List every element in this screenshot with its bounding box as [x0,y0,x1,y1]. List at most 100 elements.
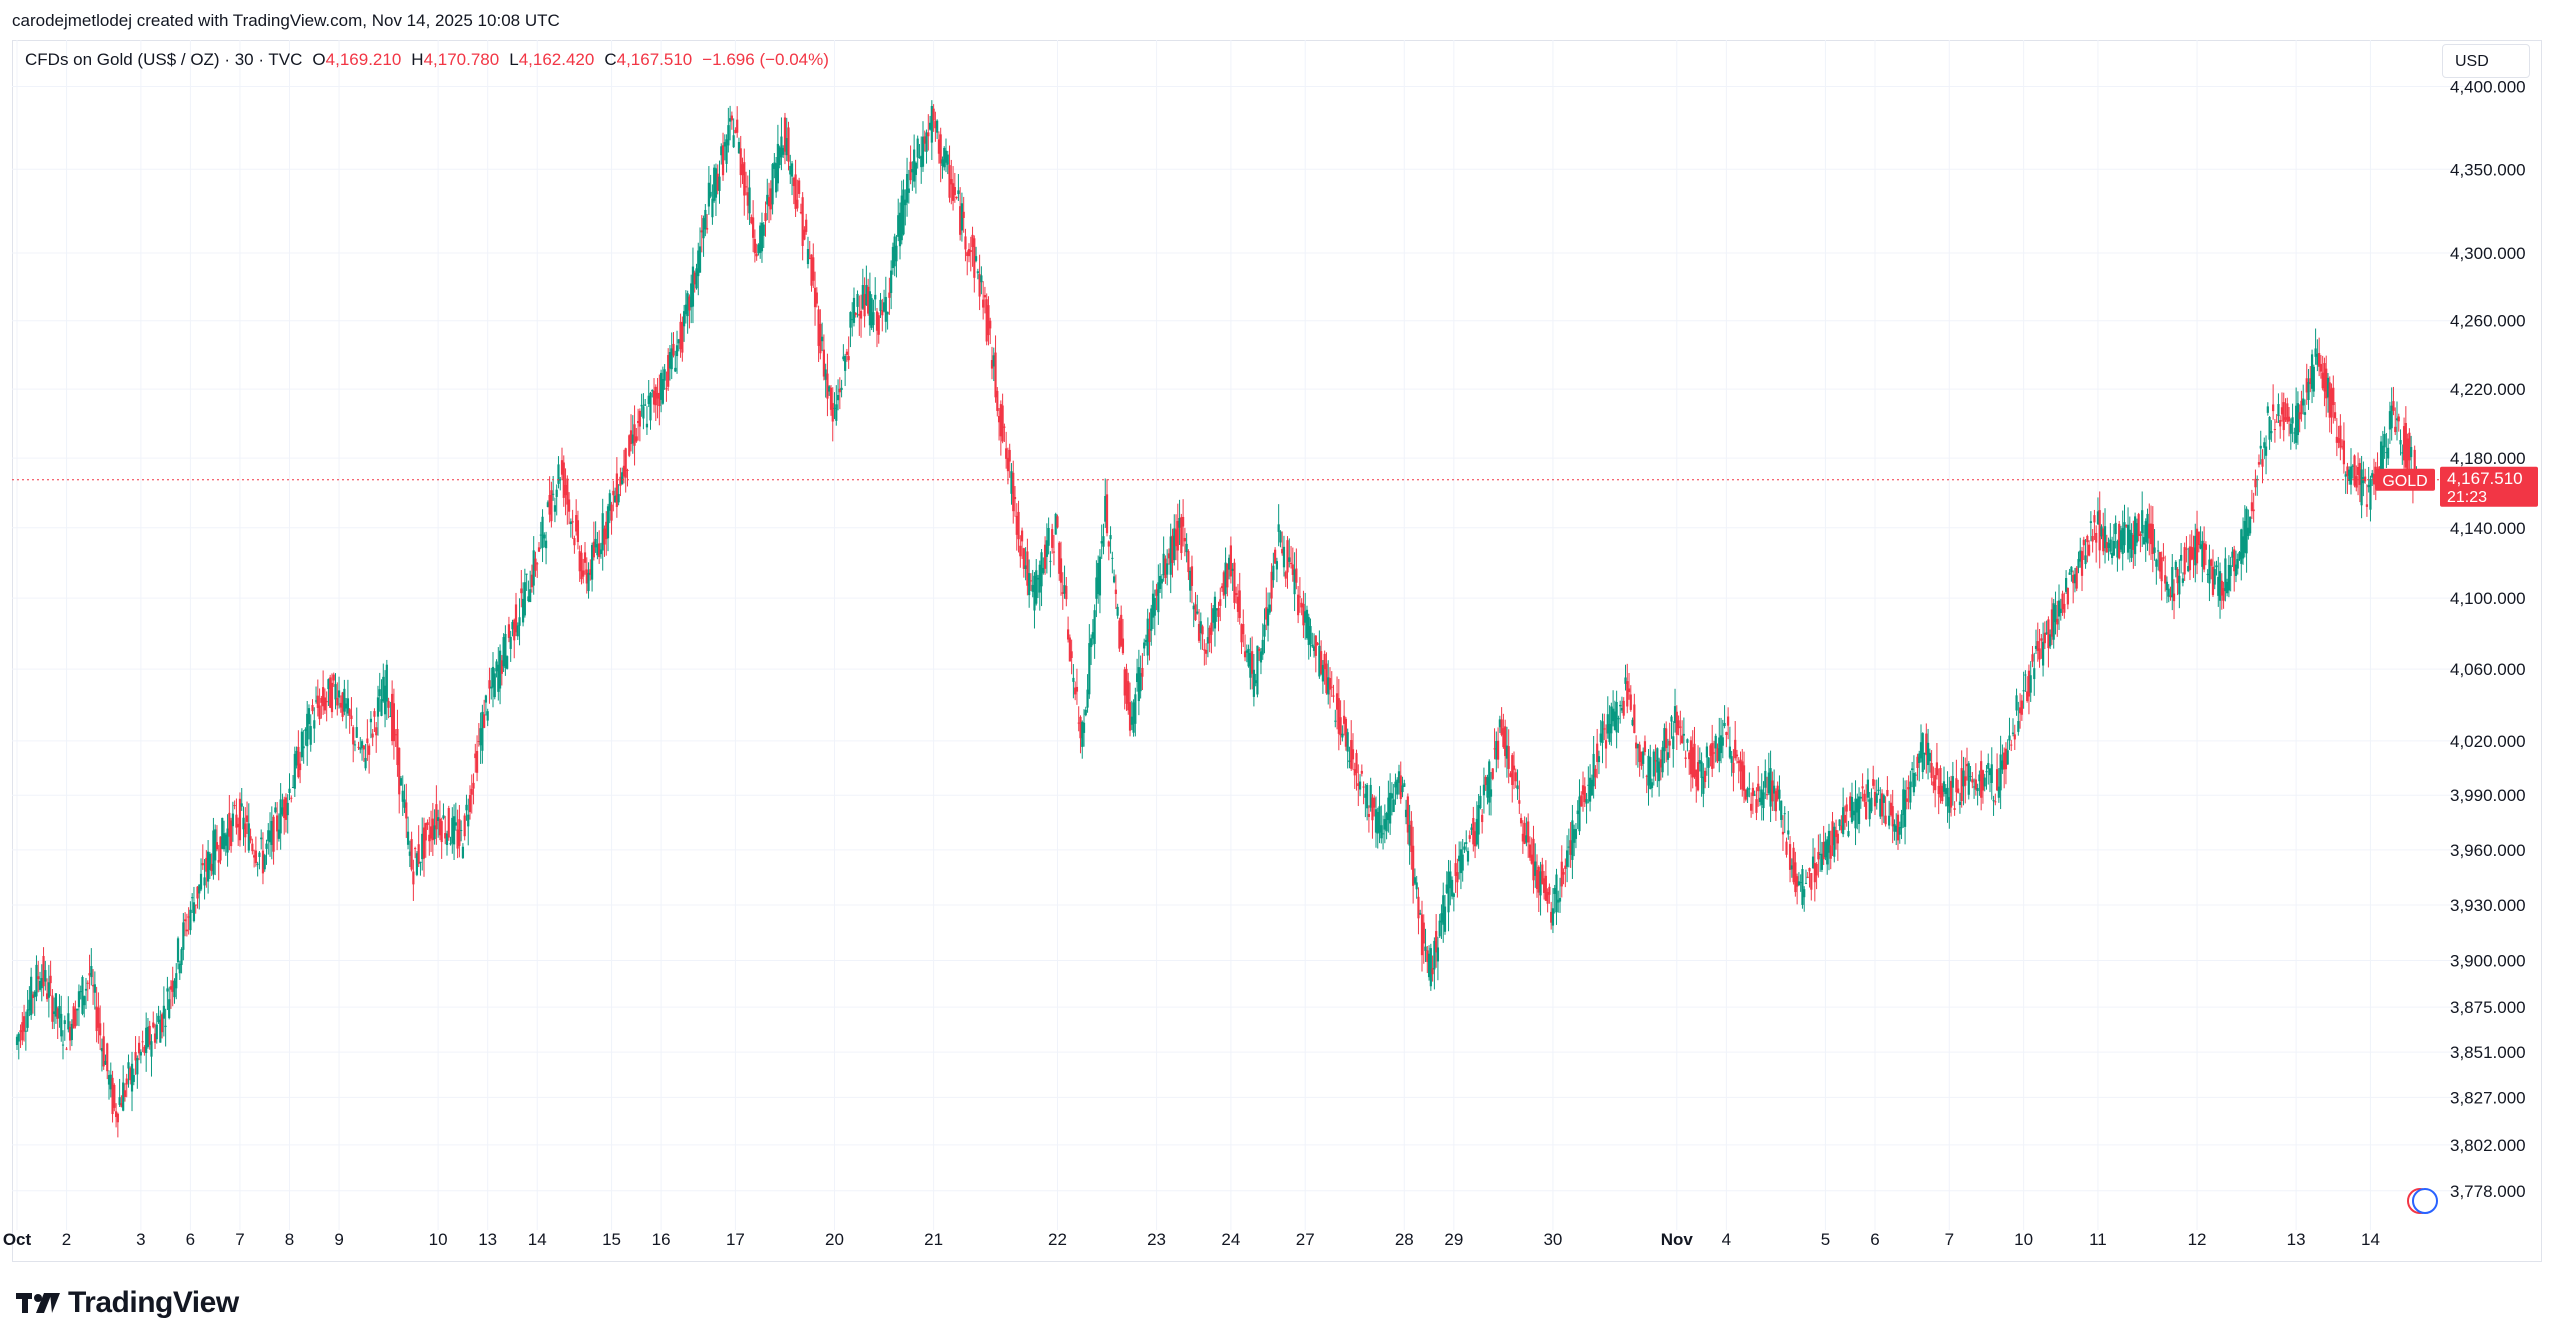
candle-body [934,121,937,129]
candle-body [1183,537,1186,542]
candle-body [1229,545,1232,577]
candle-body [1691,747,1694,778]
candle-body [1465,842,1468,845]
candle-body [2392,401,2395,411]
candle-body [1169,536,1172,575]
candle-body [2105,541,2108,553]
candle-body [1665,728,1668,749]
candle-body [2174,561,2177,570]
candle-body [1424,946,1427,951]
candle-body [1496,740,1500,760]
candle-body [414,848,417,850]
candle-body [2397,416,2400,422]
candle-body [1902,789,1905,815]
candle-body [1162,553,1165,576]
candle-body [1539,871,1542,896]
candle-body [877,315,880,335]
x-tick-label: 21 [924,1230,943,1249]
candle-body [1381,833,1385,835]
candle-body [1590,779,1593,796]
candle-body [1949,780,1953,808]
candle-body [2089,521,2092,523]
candle-body [1796,876,1799,887]
candle-body [819,323,822,354]
candle-body [1750,803,1753,811]
candle-body [226,828,229,853]
candle-body [645,423,649,428]
candle-body [2394,426,2397,433]
candle-body [45,993,49,1000]
candle-body [401,790,404,802]
candle-body [1824,841,1827,858]
candle-body [385,664,388,702]
candle-body [2328,382,2331,418]
y-tick-label: 3,960.000 [2450,841,2526,860]
candle-body [1519,817,1523,824]
candle-body [371,733,374,738]
candle-body [1399,775,1402,800]
candle-body [1150,608,1153,631]
candle-body [661,378,664,404]
candle-body [162,1005,165,1019]
candle-body [1785,841,1788,855]
x-tick-label: 13 [478,1230,497,1249]
candle-body [723,142,726,147]
candle-body [107,1075,111,1085]
candle-body [1477,805,1480,835]
candle-body [1123,669,1126,696]
candle-body [1213,596,1217,629]
candle-body [1514,772,1517,782]
candle-body [955,196,958,198]
candle-body [1636,743,1639,749]
candle-body [2010,744,2013,746]
currency-selector[interactable]: USD [2442,44,2530,78]
candle-body [1643,741,1647,752]
candle-body [440,821,443,843]
candle-body [1043,544,1047,569]
candle-body [989,320,992,329]
candle-body [1760,789,1763,805]
candle-body [681,321,684,353]
candle-body [585,569,588,584]
candle-body [1157,582,1160,613]
candle-body [2132,534,2135,550]
candle-body [1291,564,1294,575]
candle-body [1521,833,1524,842]
candle-body [1532,838,1535,881]
y-tick-label: 3,778.000 [2450,1182,2526,1201]
candle-body [1610,706,1613,734]
candle-body [1622,700,1625,716]
candle-body [624,448,627,478]
candle-body [2318,353,2321,367]
candle-body [2369,479,2372,510]
candle-body [905,173,909,203]
candle-body [736,119,739,133]
x-tick-label: 11 [2089,1230,2107,1249]
candle-body [1367,813,1371,817]
candle-body [445,833,449,846]
candle-body [1663,728,1666,752]
candle-body [1893,824,1896,832]
candle-body [1095,577,1098,599]
candle-body [1074,687,1077,695]
candle-body [192,902,196,922]
candle-body [1990,764,1993,783]
candle-body [1742,765,1746,791]
candle-body [2006,750,2009,765]
candle-body [1005,448,1008,459]
candle-body [2034,645,2038,649]
candle-body [1739,759,1742,772]
candle-body [1617,718,1620,720]
candle-body [1309,626,1312,645]
candle-body [601,513,604,551]
candle-body [1212,608,1215,623]
candle-body [1102,536,1105,547]
candle-body [148,1025,151,1045]
candle-body [720,146,723,156]
candle-body [844,355,847,371]
candle-body [2194,535,2197,566]
candle-body [1089,638,1093,648]
events-icon[interactable] [2407,1188,2438,1214]
candle-body [1203,649,1206,651]
